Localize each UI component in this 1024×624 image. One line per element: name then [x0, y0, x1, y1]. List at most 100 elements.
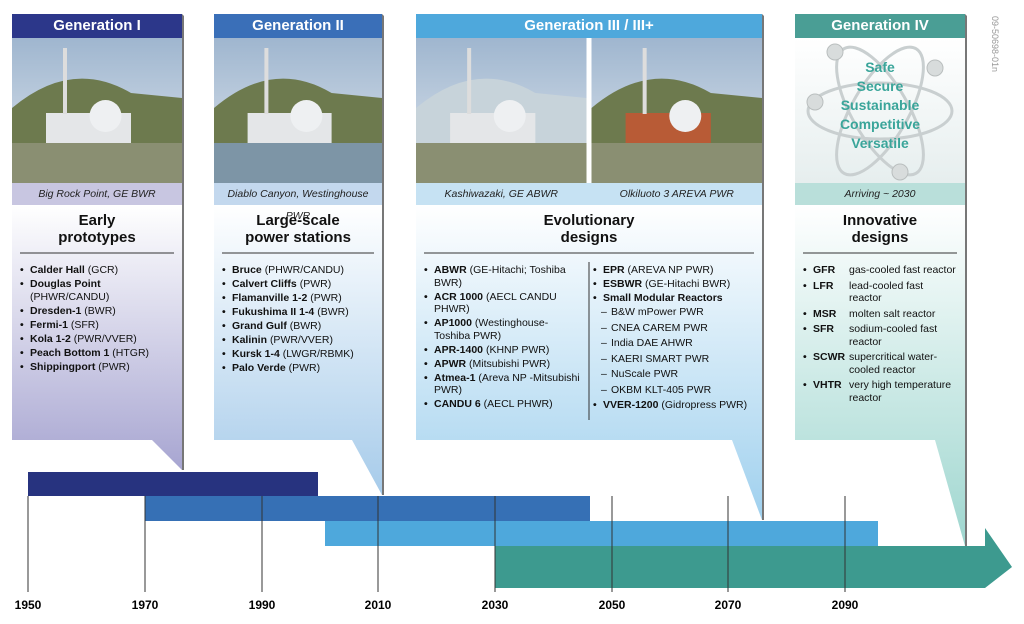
- gen2-span: [145, 496, 590, 521]
- caption-bar: [214, 183, 382, 205]
- item-detail: (GE-Hitachi; Toshiba BWR): [434, 264, 566, 289]
- photo-caption: Kashiwazaki, GE ABWR: [444, 188, 558, 200]
- design-code: LFR: [803, 280, 849, 305]
- list-item: Kursk 1-4 (LWGR/RBMK): [222, 348, 374, 361]
- list-item: Douglas Point (PHWR/CANDU): [20, 278, 174, 303]
- item-detail: (AREVA NP PWR): [627, 264, 714, 276]
- list-item: Atmea-1 (Areva NP -Mitsubishi PWR): [424, 372, 583, 397]
- heading: Evolutionary designs: [416, 212, 762, 246]
- item-detail: (AECL CANDU PHWR): [434, 290, 557, 316]
- list-item: Grand Gulf (BWR): [222, 320, 374, 333]
- sub-item: India DAE AHWR: [593, 337, 758, 350]
- item-name: APWR: [434, 357, 467, 370]
- photo-ground: [591, 143, 762, 183]
- photo-caption: Big Rock Point, GE BWR: [38, 188, 156, 200]
- heading: Large-scale power stations: [214, 212, 382, 246]
- item-name: Bruce: [232, 264, 262, 276]
- item-name: ABWR: [434, 264, 467, 276]
- list-item: AP1000 (Westinghouse-Toshiba PWR): [424, 317, 583, 342]
- item-name: Kola 1-2: [30, 332, 71, 345]
- photo-dome: [290, 100, 323, 132]
- item-name: CANDU 6: [434, 398, 481, 410]
- list-item: Shippingport (PWR): [20, 361, 174, 374]
- design-desc: sodium-cooled fast reactor: [849, 323, 938, 348]
- item-list: EPR (AREVA NP PWR)ESBWR (GE-Hitachi BWR)…: [593, 264, 758, 413]
- item-name: ACR 1000: [434, 290, 484, 303]
- year-label: 1950: [14, 598, 42, 612]
- item-detail: (BWR): [289, 320, 322, 332]
- photo-caption: Arriving ~ 2030: [844, 188, 916, 200]
- list-item: Palo Verde (PWR): [222, 362, 374, 375]
- list-item: Calvert Cliffs (PWR): [222, 278, 374, 291]
- electron: [806, 93, 824, 111]
- orbit: [806, 81, 954, 141]
- goals: Safe Secure Sustainable Competitive Versatil…: [795, 58, 965, 153]
- item-detail: (PWR/VVER): [269, 334, 333, 346]
- list-item: Calder Hall (GCR): [20, 264, 174, 277]
- item-detail: (Gidropress PWR): [661, 399, 748, 411]
- card-header: [214, 14, 382, 38]
- design-desc: supercritical water-cooled reactor: [849, 351, 938, 376]
- card-shadow: [182, 14, 184, 470]
- item-name: Kalinin: [232, 334, 268, 346]
- heading-line: power stations: [245, 229, 351, 246]
- goal: Versatile: [851, 135, 909, 151]
- item-name: Small Modular Reactors: [603, 292, 723, 304]
- item-name: Kursk 1-4: [232, 348, 280, 360]
- electron: [891, 163, 909, 181]
- list-item: Fermi-1 (SFR): [20, 319, 174, 332]
- item-name: Fukushima II 1-4: [232, 306, 315, 318]
- item-detail: (HTGR): [112, 346, 150, 359]
- heading-line: Evolutionary: [543, 212, 635, 229]
- item-detail: (PHWR/CANDU): [264, 264, 345, 276]
- design-desc: gas-cooled fast reactor: [849, 264, 956, 276]
- card-header: [416, 14, 762, 38]
- photo-ground: [214, 143, 382, 183]
- item-name: VVER-1200: [603, 399, 659, 411]
- item-name: APR-1400: [434, 343, 484, 356]
- item-name: ESBWR: [603, 278, 643, 290]
- item-name: Fermi-1: [30, 318, 68, 331]
- photo-stack: [264, 48, 269, 114]
- item-name: AP1000: [434, 317, 472, 329]
- item-name: Peach Bottom 1: [30, 346, 110, 359]
- sub-item: CNEA CAREM PWR: [593, 322, 758, 335]
- item-name: Shippingport: [30, 360, 96, 373]
- sub-item: KAERI SMART PWR: [593, 353, 758, 366]
- item-name: Dresden-1: [30, 304, 82, 317]
- card-shadow: [965, 14, 967, 546]
- year-label: 1970: [131, 598, 159, 612]
- list-item: ACR 1000 (AECL CANDU PHWR): [424, 291, 583, 316]
- list-item: Fukushima II 1-4 (BWR): [222, 306, 374, 319]
- list-item: Bruce (PHWR/CANDU): [222, 264, 374, 277]
- photo-ground: [416, 143, 587, 183]
- item-detail: (PWR): [299, 278, 332, 290]
- photo-dome: [669, 100, 702, 132]
- heading-line: Large-scale: [256, 212, 340, 229]
- photo-stack: [642, 48, 647, 114]
- sub-item: B&W mPower PWR: [593, 306, 758, 319]
- item-detail: (PHWR/CANDU): [30, 290, 110, 303]
- item-name: Grand Gulf: [232, 320, 287, 332]
- goal: Sustainable: [840, 97, 920, 113]
- list-item: Dresden-1 (BWR): [20, 305, 174, 318]
- item-detail: (BWR): [84, 304, 116, 317]
- photo-caption: Diablo Canyon, Westinghouse PWR: [227, 188, 369, 222]
- card-title: Generation III / III+: [524, 17, 654, 34]
- gen1-span: [28, 472, 318, 496]
- design-code: SCWR: [803, 351, 849, 376]
- goal: Secure: [856, 78, 904, 94]
- orbit: [835, 45, 925, 177]
- photo-stack: [63, 48, 67, 114]
- item-detail: (Westinghouse-Toshiba PWR): [434, 317, 549, 342]
- year-label: 1990: [248, 598, 276, 612]
- item-detail: (PWR): [288, 362, 321, 374]
- item-detail: (LWGR/RBMK): [282, 348, 354, 360]
